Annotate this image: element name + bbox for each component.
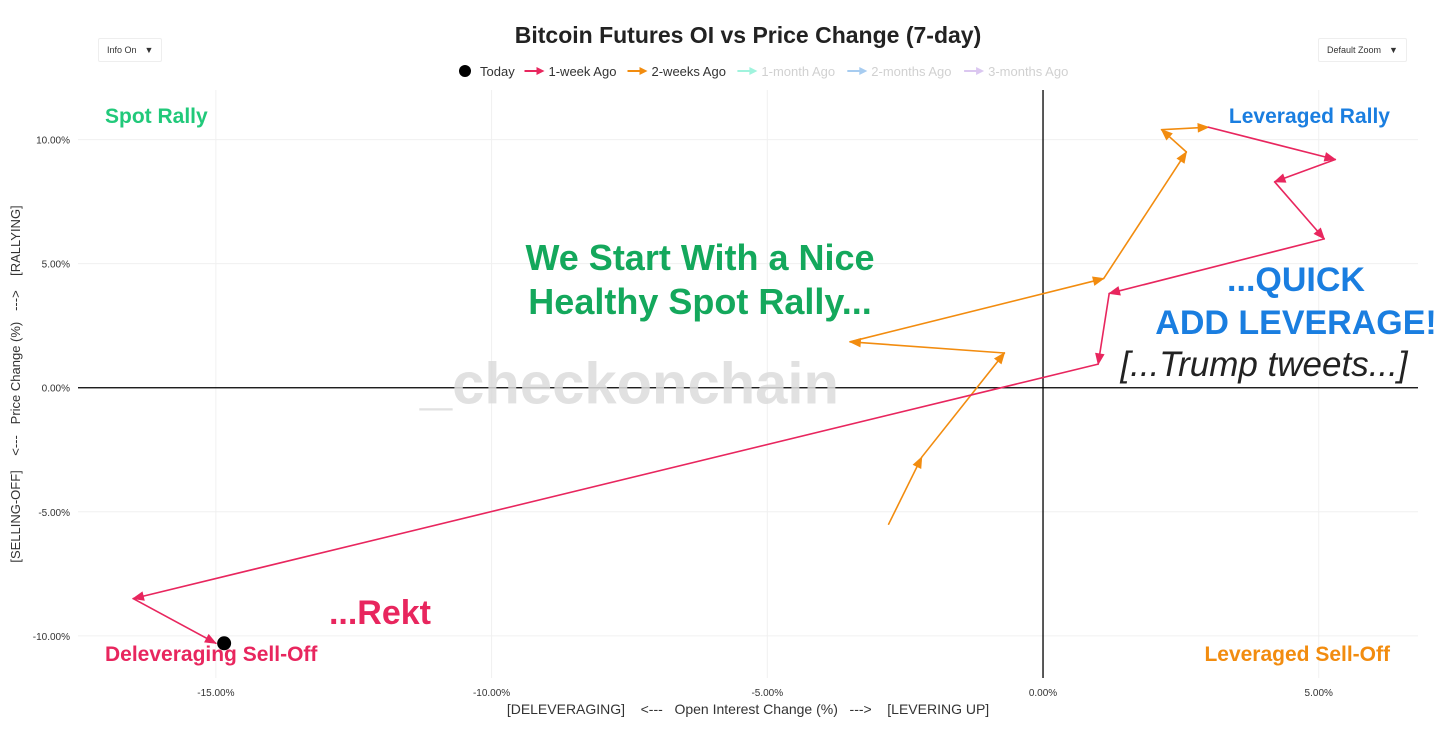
- chevron-down-icon: ▼: [1389, 45, 1398, 55]
- data-point: [849, 341, 851, 343]
- legend-label: 1-month Ago: [761, 64, 835, 79]
- series-1-week-ago: [131, 126, 1337, 645]
- series-segment-arrow: [131, 363, 1099, 601]
- zoom-dropdown[interactable]: Default Zoom ▼: [1318, 38, 1407, 62]
- data-point: [1334, 158, 1337, 161]
- quadrant-label: Leveraged Sell-Off: [1204, 643, 1391, 666]
- legend: Today 1-week Ago 2-weeks Ago 1-month Ago 2-m…: [459, 64, 1068, 79]
- legend-item: 2-months Ago: [847, 64, 952, 79]
- zoom-label: Default Zoom: [1327, 45, 1382, 55]
- y-tick-label: -5.00%: [38, 508, 70, 519]
- x-tick-label: 5.00%: [1305, 688, 1333, 699]
- quadrant-label: Deleveraging Sell-Off: [105, 643, 318, 666]
- data-point: [1185, 151, 1188, 153]
- data-point: [1323, 238, 1326, 240]
- annotation-text: ADD LEVERAGE!: [1155, 304, 1436, 342]
- series-segment-arrow: [1103, 151, 1188, 279]
- y-axis-title: [SELLING-OFF] <--- Price Change (%) --->…: [8, 205, 23, 562]
- legend-label: 2-months Ago: [871, 64, 951, 79]
- legend-label: 1-week Ago: [549, 64, 617, 79]
- series-segment-arrow: [1208, 126, 1337, 162]
- y-tick-label: -10.00%: [33, 632, 70, 643]
- series-segment-arrow: [1274, 181, 1326, 240]
- annotation-text: [...Trump tweets...]: [1119, 345, 1408, 384]
- legend-label: 2-weeks Ago: [652, 64, 726, 79]
- x-tick-label: -5.00%: [751, 688, 783, 699]
- legend-label: Today: [480, 64, 515, 79]
- chevron-down-icon: ▼: [144, 45, 154, 55]
- series-segment-arrow: [1273, 158, 1336, 183]
- data-point: [1003, 352, 1006, 354]
- quadrant-label: Spot Rally: [105, 105, 208, 128]
- series-segment-arrow: [132, 597, 217, 644]
- series-2-weeks-ago: [848, 122, 1210, 525]
- data-point: [215, 642, 217, 645]
- annotation-text: ...QUICK: [1227, 261, 1365, 299]
- annotation-text: ...Rekt: [329, 594, 431, 632]
- series-segment-arrow: [921, 352, 1006, 458]
- annotation-text: Healthy Spot Rally...: [528, 281, 871, 322]
- x-tick-label: -10.00%: [473, 688, 510, 699]
- series-segment-arrow: [1108, 238, 1325, 296]
- series-segment-arrow: [1160, 128, 1187, 153]
- info-toggle-label: Info On: [107, 45, 137, 55]
- x-tick-label: -15.00%: [197, 688, 234, 699]
- quadrant-label: Leveraged Rally: [1229, 105, 1390, 128]
- legend-arrow-icon: [639, 67, 648, 75]
- legend-arrow-icon: [749, 67, 758, 75]
- legend-item: 3-months Ago: [964, 64, 1068, 79]
- series-segment-arrow: [848, 337, 1005, 354]
- data-point: [1102, 277, 1105, 280]
- legend-label: 3-months Ago: [988, 64, 1068, 79]
- data-point: [887, 523, 890, 525]
- data-point: [1160, 128, 1163, 131]
- y-tick-label: 10.00%: [36, 136, 70, 147]
- watermark: _checkonchain: [419, 352, 839, 417]
- y-tick-label: 5.00%: [42, 260, 70, 271]
- chart-title: Bitcoin Futures OI vs Price Change (7-da…: [515, 22, 982, 48]
- data-point: [1097, 363, 1099, 365]
- annotation-text: We Start With a Nice: [525, 237, 874, 278]
- legend-item: 2-weeks Ago: [627, 64, 726, 79]
- data-point: [920, 456, 923, 458]
- data-point: [1207, 126, 1210, 129]
- legend-arrow-icon: [536, 67, 545, 75]
- x-axis-title: [DELEVERAGING] <--- Open Interest Change…: [507, 701, 989, 717]
- today-point: [217, 636, 232, 651]
- legend-item: 1-month Ago: [737, 64, 835, 79]
- legend-dot-icon: [459, 65, 471, 77]
- y-tick-label: 0.00%: [42, 384, 70, 395]
- data-point: [1108, 292, 1110, 295]
- series-segment-arrow: [1095, 293, 1110, 366]
- series-segment-arrow: [887, 456, 923, 525]
- data-point: [132, 597, 134, 600]
- series-segment-arrow: [1161, 122, 1210, 133]
- legend-item: Today: [459, 64, 515, 79]
- series-segment-arrow: [849, 276, 1105, 343]
- x-tick-label: 0.00%: [1029, 688, 1057, 699]
- data-point: [1273, 180, 1276, 183]
- info-toggle-dropdown[interactable]: Info On ▼: [98, 38, 163, 62]
- grid: [78, 90, 1418, 678]
- legend-arrow-icon: [976, 67, 985, 75]
- legend-arrow-icon: [859, 67, 868, 75]
- legend-item: 1-week Ago: [524, 64, 617, 79]
